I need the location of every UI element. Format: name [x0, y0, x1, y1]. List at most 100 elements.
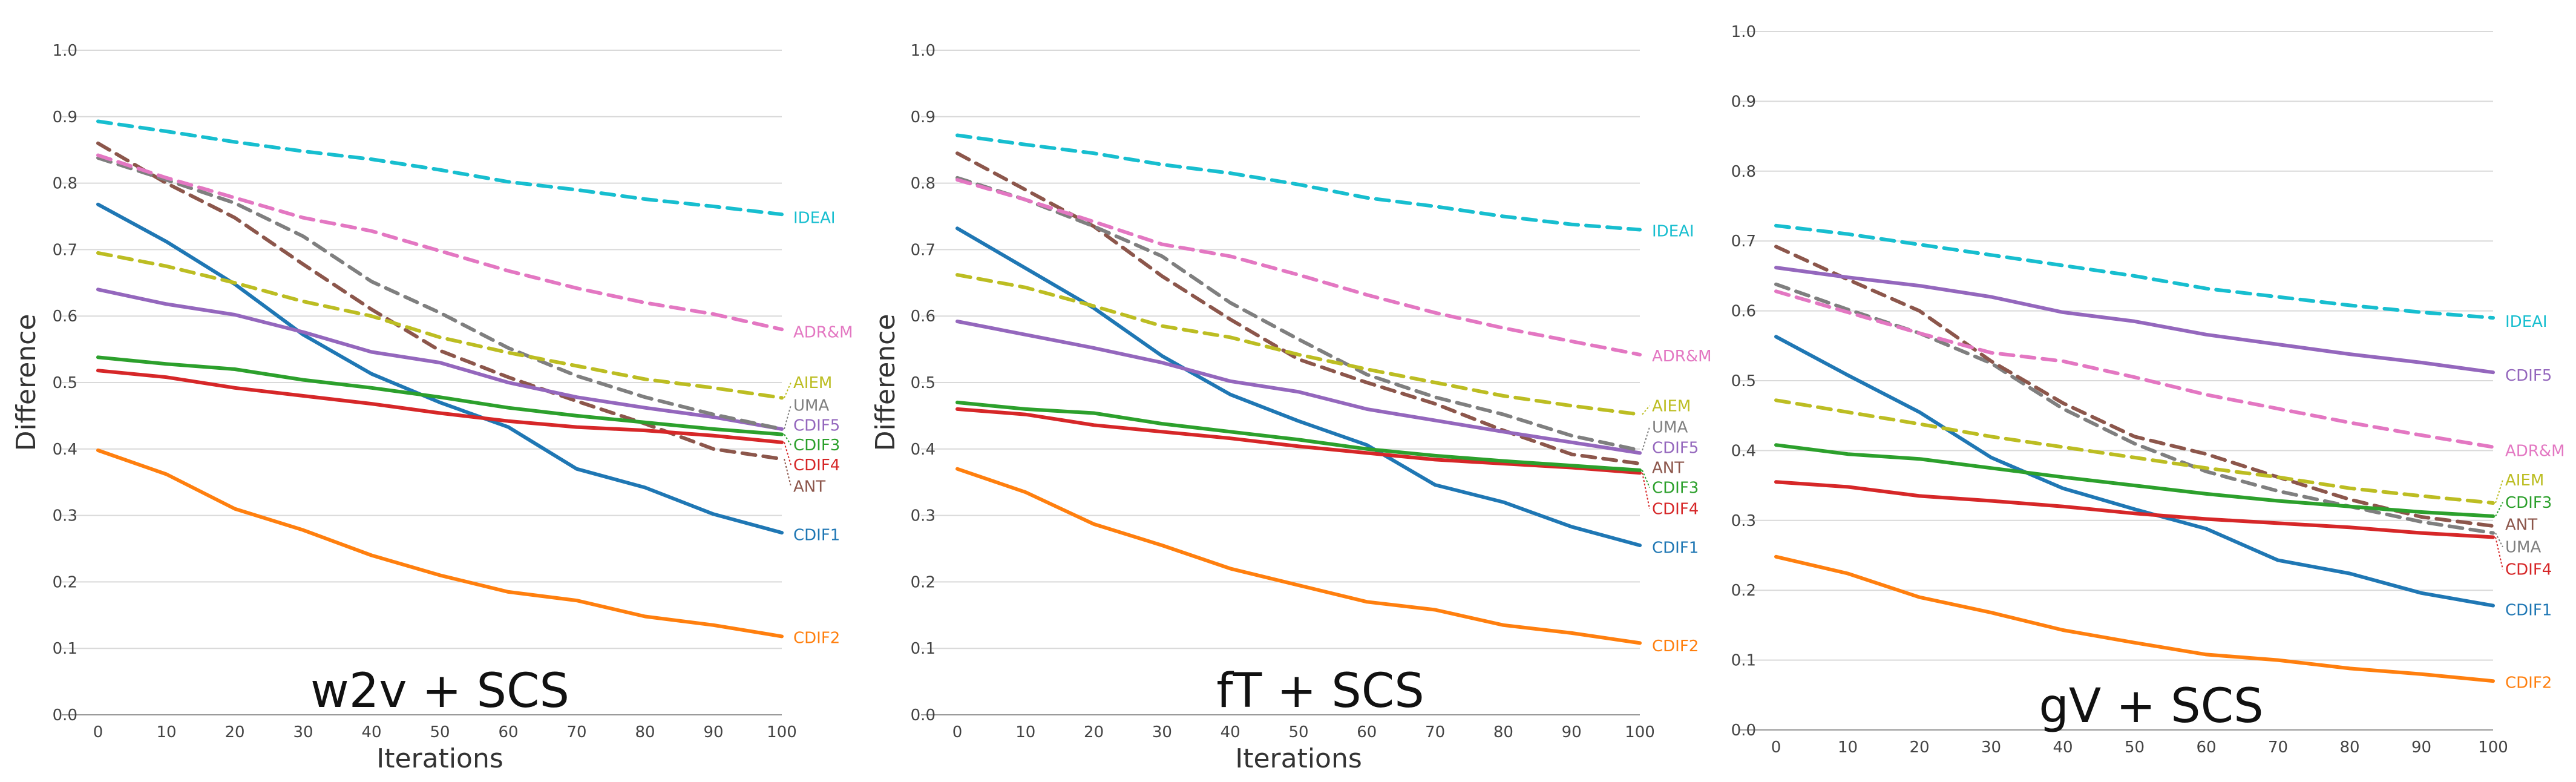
series-label-adrandm: ADR&M: [2505, 442, 2565, 460]
x-axis-title: Iterations: [376, 743, 503, 774]
x-tick-label: 40: [2053, 738, 2073, 757]
series-label-uma: UMA: [793, 396, 829, 415]
chart-panel-1: 0.0 0.1 0.2 0.3 0.4 0.5 0.6 0.7 0.8 0.9 1.0 0 10 20 30…: [11, 42, 853, 774]
x-tick-label: 30: [1981, 738, 2001, 757]
y-tick-label: 0.2: [53, 573, 77, 591]
y-tick-label: 0.2: [911, 573, 936, 591]
y-tick-label: 0.3: [911, 507, 936, 525]
series-line-ideai: [96, 119, 784, 217]
y-tick-label: 0.8: [53, 175, 77, 193]
leader-line-uma: [1642, 427, 1650, 451]
x-tick-label: 70: [2268, 738, 2288, 757]
y-tick-label: 0.9: [53, 108, 77, 126]
y-tick-label: 0.3: [53, 507, 77, 525]
y-tick-label: 0.9: [1731, 93, 1756, 111]
x-tick-label: 60: [1357, 723, 1377, 741]
y-tick-label: 0.6: [53, 307, 77, 326]
series-label-cdif1: CDIF1: [2505, 602, 2552, 620]
series-line-adrandm: [96, 153, 784, 332]
series-line-adrandm: [955, 178, 1642, 356]
series-line-cdif5: [955, 320, 1642, 455]
series-label-cdif4: CDIF4: [2505, 561, 2552, 579]
series-label-cdif2: CDIF2: [2505, 674, 2552, 692]
series-line-cdif3: [1774, 443, 2495, 518]
leader-line-aiem: [784, 382, 791, 398]
series-label-adrandm: ADR&M: [793, 324, 853, 342]
x-tick-label: 50: [1288, 723, 1308, 741]
x-tick-label: 20: [1084, 723, 1104, 741]
series-line-aiem: [1774, 398, 2495, 505]
y-tick-label: 0.7: [53, 241, 77, 259]
series-label-cdif2: CDIF2: [793, 629, 840, 648]
series-label-ant: ANT: [2505, 516, 2537, 534]
x-tick-label: 10: [1838, 738, 1858, 757]
x-tick-label: 90: [2411, 738, 2431, 757]
series-label-ideai: IDEAI: [1652, 223, 1694, 241]
series-line-cdif3: [955, 400, 1642, 472]
y-tick-label: 0.4: [911, 441, 936, 459]
x-tick-label: 70: [566, 723, 586, 741]
leader-line-aiem: [1642, 405, 1650, 415]
series-line-ant: [1774, 245, 2495, 528]
y-tick-label: 1.0: [53, 42, 77, 60]
series-label-uma: UMA: [2505, 539, 2541, 557]
y-tick-label: 0.0: [911, 706, 936, 724]
x-tick-label: 30: [1152, 723, 1172, 741]
x-tick-label: 100: [2478, 738, 2508, 757]
y-tick-label: 0.4: [53, 441, 77, 459]
y-tick-label: 0.4: [1731, 442, 1756, 460]
series-line-uma: [1774, 282, 2495, 535]
series-label-cdif3: CDIF3: [2505, 494, 2552, 512]
series-label-cdif3: CDIF3: [1652, 479, 1699, 497]
y-tick-label: 0.3: [1731, 512, 1756, 530]
y-tick-label: 0.0: [53, 706, 77, 724]
x-tick-label: 90: [1562, 723, 1582, 741]
series-label-cdif4: CDIF4: [793, 456, 840, 475]
series-label-ideai: IDEAI: [2505, 313, 2548, 331]
series-line-cdif4: [96, 369, 784, 444]
x-tick-label: 0: [1771, 738, 1781, 757]
series-label-aiem: AIEM: [2505, 472, 2544, 490]
y-tick-label: 0.1: [1731, 652, 1756, 670]
chart-panel-3: 0.0 0.1 0.2 0.3 0.4 0.5 0.6 0.7 0.8 0.9 1.0 0 10 20 30…: [1731, 23, 2565, 757]
y-tick-label: 0.7: [911, 241, 936, 259]
series-label-aiem: AIEM: [1652, 397, 1691, 415]
series-label-ant: ANT: [793, 478, 825, 496]
x-tick-label: 20: [224, 723, 244, 741]
chart-title: w2v + SCS: [310, 664, 569, 718]
x-tick-label: 100: [1625, 723, 1655, 741]
y-tick-label: 0.6: [1731, 303, 1756, 321]
x-tick-label: 40: [1221, 723, 1240, 741]
x-tick-label: 90: [703, 723, 723, 741]
x-tick-label: 20: [1909, 738, 1929, 757]
leader-line-cdif3: [784, 434, 791, 445]
x-tick-label: 80: [635, 723, 655, 741]
y-tick-label: 0.5: [53, 374, 77, 392]
series-label-cdif3: CDIF3: [793, 436, 840, 455]
x-tick-label: 40: [361, 723, 381, 741]
series-line-ant: [955, 151, 1642, 465]
series-label-cdif5: CDIF5: [1652, 439, 1699, 458]
series-label-cdif2: CDIF2: [1652, 637, 1699, 656]
series-line-cdif1: [1774, 335, 2495, 608]
y-tick-label: 0.7: [1731, 232, 1756, 251]
series-line-cdif5: [96, 288, 784, 431]
series-line-ideai: [1774, 223, 2495, 320]
x-tick-label: 10: [1015, 723, 1035, 741]
x-axis-title: Iterations: [1235, 743, 1362, 774]
leader-line-cdif4: [2495, 537, 2503, 570]
leader-line-uma: [784, 405, 791, 430]
leader-line-cdif4: [784, 442, 791, 465]
x-tick-label: 100: [767, 723, 797, 741]
series-line-cdif2: [1774, 554, 2495, 683]
leader-line-uma: [2495, 533, 2503, 548]
series-line-ideai: [955, 133, 1642, 232]
series-line-cdif2: [955, 467, 1642, 645]
y-tick-label: 0.1: [53, 640, 77, 658]
x-tick-label: 60: [498, 723, 518, 741]
series-line-adrandm: [1774, 289, 2495, 449]
y-tick-label: 0.8: [1731, 163, 1756, 181]
y-tick-label: 1.0: [1731, 23, 1756, 41]
series-line-cdif2: [96, 448, 784, 639]
y-tick-label: 0.5: [1731, 372, 1756, 390]
